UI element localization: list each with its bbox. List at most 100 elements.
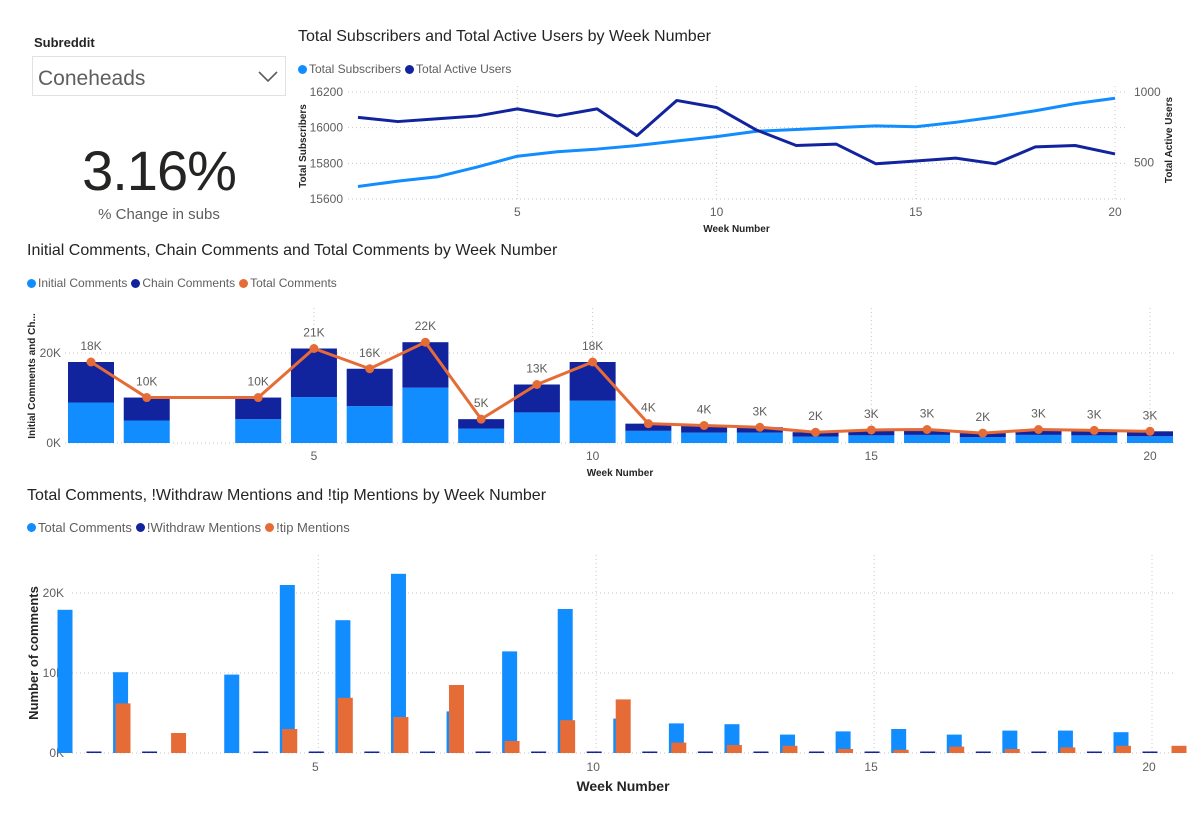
legend-label: Total Active Users	[416, 62, 512, 76]
legend-item-total-comments[interactable]: Total Comments	[27, 520, 132, 535]
bar-initial-comments	[736, 432, 783, 443]
bar-initial-comments	[1015, 434, 1062, 443]
kpi-label: % Change in subs	[98, 206, 220, 223]
bar-withdraw-mentions	[864, 751, 880, 753]
bar-tip-mentions	[448, 685, 464, 753]
bar-chain-comments	[290, 348, 337, 398]
point-total-comments	[1089, 425, 1099, 435]
x-tick-label: 20	[1108, 205, 1122, 219]
bar-tip-mentions	[1060, 747, 1076, 753]
data-label: 22K	[415, 319, 436, 333]
y-tick-label: 0K	[46, 436, 61, 450]
bar-chain-comments	[458, 419, 505, 429]
x-tick-label: 15	[864, 760, 878, 774]
data-label: 3K	[1087, 407, 1102, 421]
subreddit-selected-value: Coneheads	[38, 67, 146, 90]
legend-item-total-comments[interactable]: Total Comments	[239, 276, 337, 290]
bar-total-comments	[57, 609, 73, 753]
legend-item-total-active-users[interactable]: Total Active Users	[405, 62, 511, 76]
bar-tip-mentions	[671, 742, 687, 753]
chart3-title: Total Comments, !Withdraw Mentions and !…	[27, 487, 547, 504]
x-tick-label: 10	[586, 449, 600, 463]
point-total-comments	[476, 414, 486, 424]
data-label: 3K	[920, 407, 935, 421]
chart3-legend: Total Comments !Withdraw Mentions !tip M…	[27, 520, 354, 535]
data-label: 18K	[582, 339, 603, 353]
bar-initial-comments	[569, 400, 616, 443]
legend-dot	[131, 278, 141, 288]
legend-dot	[239, 278, 249, 288]
bar-tip-mentions	[504, 741, 520, 753]
bar-total-comments	[502, 651, 518, 753]
data-label: 3K	[1031, 407, 1046, 421]
data-label: 18K	[80, 339, 101, 353]
chart1-legend: Total Subscribers Total Active Users	[298, 62, 515, 76]
legend-label: !tip Mentions	[276, 520, 350, 535]
bar-total-comments	[1002, 730, 1018, 753]
data-label: 5K	[474, 396, 489, 410]
point-total-comments	[588, 357, 598, 367]
point-total-comments	[309, 344, 319, 353]
series-line-total-active-users	[357, 98, 1116, 166]
bar-chain-comments	[235, 397, 282, 420]
data-label: 3K	[864, 407, 879, 421]
subscribers-active-users-line-chart: 15600 15800 16000 16200 500 1000 5 10 15 20 Week N…	[298, 85, 1175, 235]
x-tick-label: 15	[865, 449, 879, 463]
bar-tip-mentions	[615, 699, 631, 753]
subreddit-dropdown[interactable]: Coneheads	[32, 56, 286, 96]
series-line-total-subscribers	[357, 96, 1116, 189]
comments-stacked-bar-chart: 0K 20K 5 10 15 20 Week Number Initial Comments …	[27, 308, 1175, 479]
legend-item-withdraw-mentions[interactable]: !Withdraw Mentions	[135, 520, 261, 535]
data-label: 13K	[526, 362, 547, 376]
bar-tip-mentions	[893, 749, 909, 753]
point-total-comments	[866, 425, 876, 435]
x-tick-label: 5	[311, 449, 318, 463]
bar-tip-mentions	[393, 717, 409, 753]
legend-item-chain-comments[interactable]: Chain Comments	[131, 276, 235, 290]
bar-withdraw-mentions	[920, 751, 936, 753]
point-total-comments	[1145, 426, 1155, 436]
point-total-comments	[643, 419, 653, 429]
bar-withdraw-mentions	[809, 751, 825, 753]
legend-item-tip-mentions[interactable]: !tip Mentions	[265, 520, 350, 535]
bar-initial-comments	[235, 419, 282, 443]
bar-withdraw-mentions	[697, 751, 713, 753]
y2-axis-label: Total Active Users	[1164, 96, 1175, 183]
legend-label: Initial Comments	[38, 276, 128, 290]
bar-withdraw-mentions	[253, 751, 269, 753]
point-total-comments	[978, 428, 988, 438]
point-total-comments	[253, 393, 263, 403]
legend-item-initial-comments[interactable]: Initial Comments	[27, 276, 127, 290]
bar-total-comments	[279, 585, 295, 753]
bar-total-comments	[891, 729, 907, 753]
legend-item-total-subscribers[interactable]: Total Subscribers	[298, 62, 401, 76]
bar-chain-comments	[346, 368, 393, 407]
bar-tip-mentions	[1171, 745, 1187, 753]
y-tick-label: 16000	[310, 121, 344, 135]
x-tick-label: 10	[587, 760, 601, 774]
data-label: 10K	[136, 375, 157, 389]
point-total-comments	[365, 364, 375, 374]
point-total-comments	[922, 425, 932, 434]
bar-withdraw-mentions	[308, 751, 324, 753]
bar-initial-comments	[513, 412, 560, 443]
legend-label: Total Subscribers	[309, 62, 402, 76]
chart2-title: Initial Comments, Chain Comments and Tot…	[27, 242, 558, 259]
y-tick-label: 16200	[310, 85, 344, 99]
point-total-comments	[532, 380, 542, 389]
data-label: 10K	[248, 375, 269, 389]
y2-tick-label: 500	[1134, 155, 1154, 169]
point-total-comments	[86, 357, 96, 367]
x-axis-label: Week Number	[703, 224, 770, 235]
bar-initial-comments	[959, 437, 1006, 443]
bar-initial-comments	[346, 406, 393, 443]
legend-label: Total Comments	[250, 276, 337, 290]
bar-initial-comments	[1127, 436, 1173, 443]
legend-label: Total Comments	[38, 520, 132, 535]
bar-withdraw-mentions	[142, 751, 158, 753]
y-tick-label: 15800	[310, 156, 344, 170]
point-total-comments	[420, 337, 430, 347]
chevron-down-icon[interactable]	[257, 65, 279, 87]
y-tick-label: 20K	[43, 586, 64, 600]
